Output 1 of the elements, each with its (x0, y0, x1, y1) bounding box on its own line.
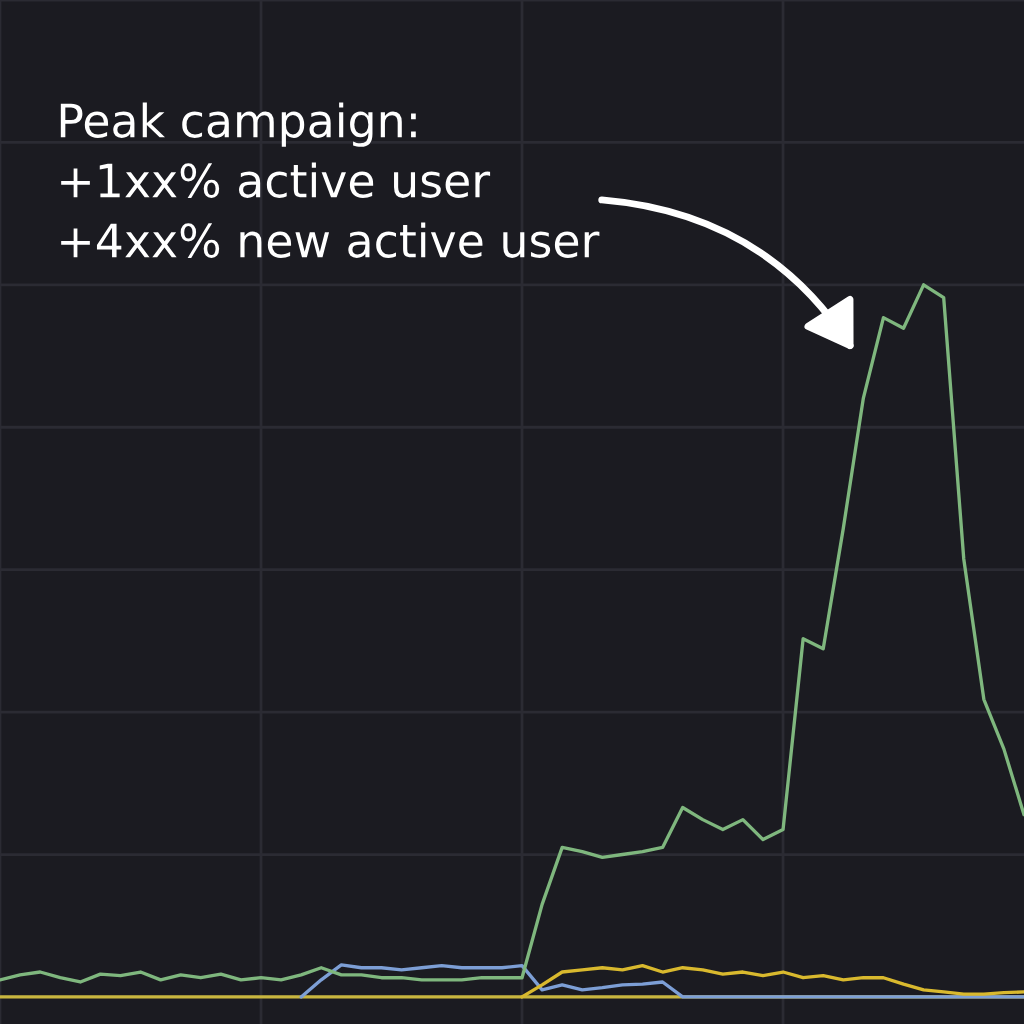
text: Peak campaign: +1xx% active user +4xx% new active user (60, 102, 600, 258)
